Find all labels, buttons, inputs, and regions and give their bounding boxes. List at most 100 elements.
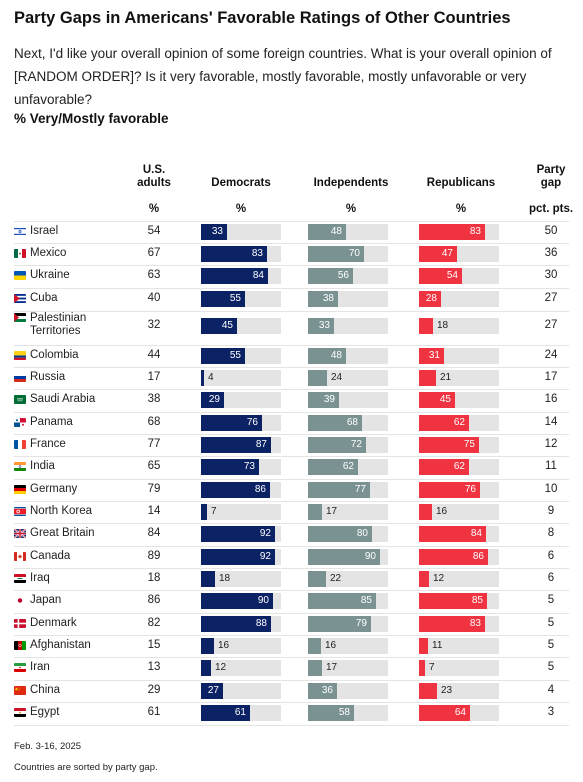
rep-bar-track: 83: [419, 616, 499, 632]
rep-bar-label: 62: [453, 417, 465, 428]
country-label: Colombia: [30, 349, 79, 361]
col-unit-independents: %: [345, 203, 357, 215]
ind-bar: [308, 291, 338, 307]
rep-bar-track: 75: [419, 437, 499, 453]
rep-bar-track: 85: [419, 593, 499, 609]
dem-bar-track: 90: [201, 593, 281, 609]
party-gap-value: 5: [547, 594, 555, 606]
row-divider: [14, 523, 569, 524]
country-label: Saudi Arabia: [30, 393, 96, 405]
ind-bar: [308, 683, 337, 699]
rep-bar-label: 54: [446, 270, 458, 281]
rep-bar-track: 84: [419, 526, 499, 542]
ind-bar-label: 70: [348, 248, 360, 259]
party-gap-value: 9: [547, 505, 555, 517]
row-divider: [14, 546, 569, 547]
row-divider: [14, 265, 569, 266]
ind-bar-label: 48: [330, 226, 342, 237]
rep-bar-label: 21: [440, 372, 452, 383]
rep-bar-label: 23: [441, 685, 453, 696]
ind-bar-track: 58: [308, 705, 388, 721]
dem-bar: [201, 616, 271, 632]
rep-bar-track: 16: [419, 504, 499, 520]
rep-bar: [419, 459, 469, 475]
ind-bar-track: 22: [308, 571, 388, 587]
party-gap-value: 27: [544, 319, 558, 331]
us-adults-value: 61: [147, 706, 161, 718]
party-gap-value: 6: [547, 572, 555, 584]
dem-bar: [201, 638, 214, 654]
rep-bar: [419, 549, 488, 565]
dem-bar-label: 12: [215, 662, 227, 673]
row-divider: [14, 367, 569, 368]
ind-bar-label: 17: [326, 662, 338, 673]
party-gap-value: 24: [544, 349, 558, 361]
rep-bar-label: 16: [436, 506, 448, 517]
col-unit-democrats: %: [235, 203, 247, 215]
ind-bar-track: 33: [308, 318, 388, 334]
country-label: Cuba: [30, 292, 58, 304]
dem-bar-track: 55: [201, 291, 281, 307]
ind-bar-label: 58: [338, 707, 350, 718]
rep-bar-label: 85: [471, 595, 483, 606]
ind-bar: [308, 246, 364, 262]
dem-bar-track: 84: [201, 268, 281, 284]
rep-bar: [419, 526, 486, 542]
dem-bar-track: 92: [201, 526, 281, 542]
ind-bar-track: 68: [308, 415, 388, 431]
dem-bar-track: 87: [201, 437, 281, 453]
ind-bar: [308, 318, 334, 334]
egypt-flag-icon: [14, 708, 26, 717]
country-label: Palestinian Territories: [30, 312, 87, 337]
dem-bar-label: 76: [246, 417, 258, 428]
country-label: France: [30, 438, 66, 450]
rep-bar-label: 11: [432, 640, 443, 651]
country-label: Panama: [30, 416, 73, 428]
us-adults-value: 79: [147, 483, 161, 495]
ind-bar: [308, 459, 358, 475]
ind-bar-label: 62: [342, 461, 354, 472]
dem-bar: [201, 482, 270, 498]
party-gap-value: 14: [544, 416, 558, 428]
ind-bar: [308, 348, 346, 364]
dem-bar-track: 16: [201, 638, 281, 654]
party-gap-value: 50: [544, 225, 558, 237]
country-label: North Korea: [30, 505, 93, 517]
dem-bar-label: 84: [252, 270, 264, 281]
ind-bar-track: 80: [308, 526, 388, 542]
rep-bar-track: 86: [419, 549, 499, 565]
row-divider: [14, 479, 569, 480]
rep-bar-track: 7: [419, 660, 499, 676]
row-divider: [14, 288, 569, 289]
ind-bar: [308, 660, 322, 676]
col-header-us-adults: U.S. adults: [137, 164, 171, 189]
us-adults-value: 40: [147, 292, 161, 304]
row-divider: [14, 613, 569, 614]
dem-bar: [201, 246, 267, 262]
ind-bar-track: 24: [308, 370, 388, 386]
japan-flag-icon: [14, 596, 26, 605]
footer-date: Feb. 3-16, 2025: [14, 741, 82, 752]
country-label: Israel: [30, 225, 59, 237]
dem-bar: [201, 549, 275, 565]
dem-bar-label: 92: [259, 528, 271, 539]
ind-bar-track: 17: [308, 660, 388, 676]
ind-bar-track: 48: [308, 224, 388, 240]
dem-bar-label: 45: [221, 320, 233, 331]
dem-bar-label: 88: [255, 618, 267, 629]
dem-bar-track: 7: [201, 504, 281, 520]
rep-bar: [419, 616, 485, 632]
rep-bar-label: 7: [429, 662, 435, 673]
country-label: Mexico: [30, 247, 67, 259]
us-adults-value: 54: [147, 225, 161, 237]
dem-bar-track: 92: [201, 549, 281, 565]
col-unit-us-adults: %: [148, 203, 160, 215]
row-divider: [14, 243, 569, 244]
ind-bar-track: 85: [308, 593, 388, 609]
rep-bar: [419, 683, 437, 699]
dem-bar-track: 4: [201, 370, 281, 386]
row-divider: [14, 568, 569, 569]
rep-bar-track: 21: [419, 370, 499, 386]
rep-bar-track: 83: [419, 224, 499, 240]
us-adults-value: 17: [147, 371, 161, 383]
